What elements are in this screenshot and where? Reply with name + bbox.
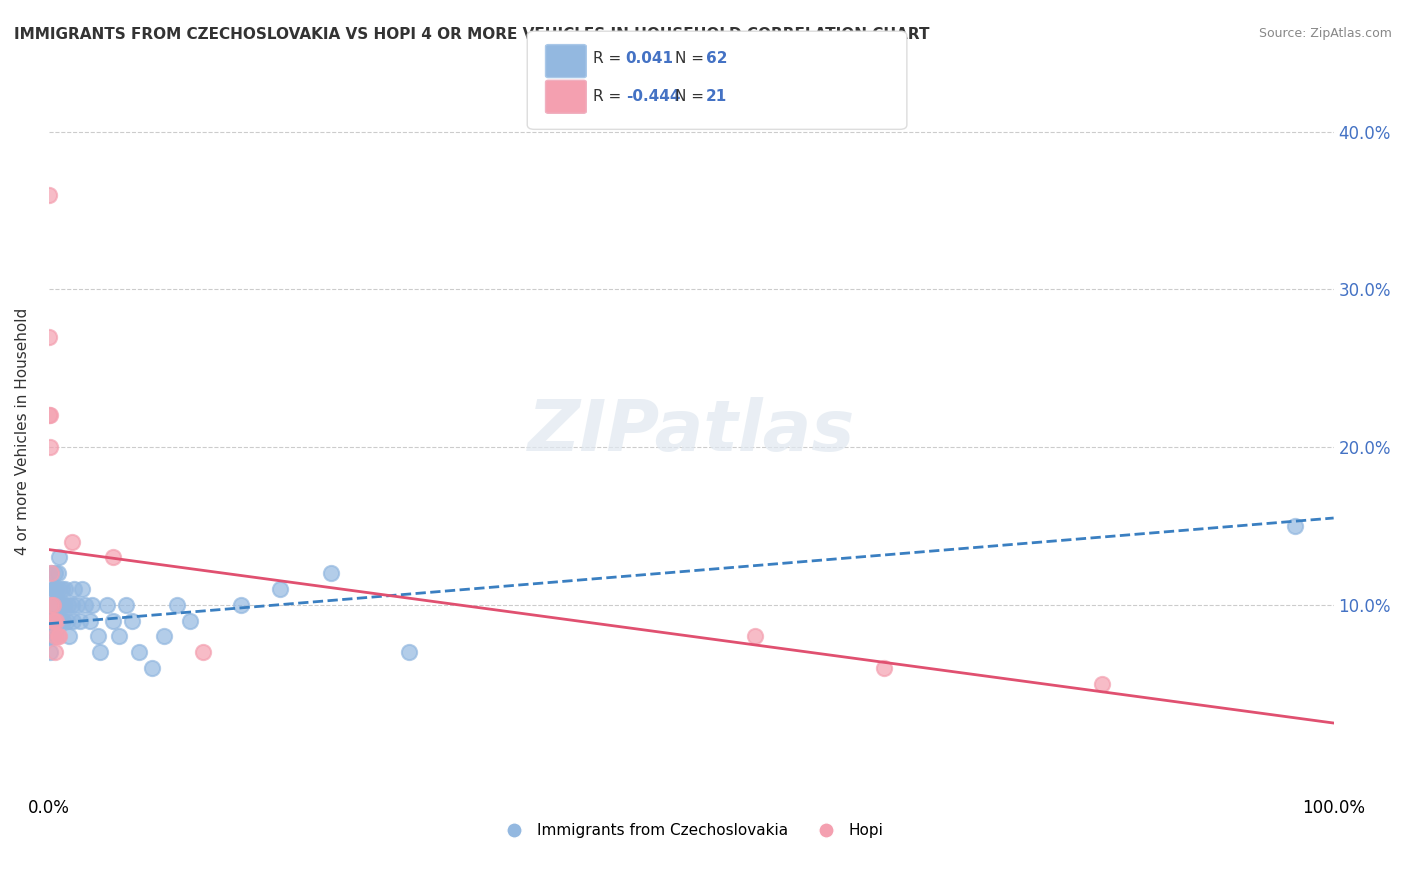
Point <box>41 614 63 628</box>
Point <box>41 598 63 612</box>
Text: 21: 21 <box>706 89 727 103</box>
Point <box>101 614 124 628</box>
Point <box>39 614 62 628</box>
Point <box>86 629 108 643</box>
Point <box>38 409 60 423</box>
Point <box>191 645 214 659</box>
Point <box>82 598 104 612</box>
Point <box>70 582 93 596</box>
Point <box>55 582 77 596</box>
Point <box>53 598 76 612</box>
Text: ZIPatlas: ZIPatlas <box>527 397 855 466</box>
Point <box>41 598 63 612</box>
Point <box>873 661 896 675</box>
Point <box>79 614 101 628</box>
Point <box>231 598 253 612</box>
Point <box>38 614 60 628</box>
Point <box>41 598 63 612</box>
Point <box>44 645 66 659</box>
Text: R =: R = <box>593 89 627 103</box>
Point <box>44 629 66 643</box>
Point <box>41 614 63 628</box>
Point <box>62 614 84 628</box>
Point <box>51 598 73 612</box>
Point <box>41 614 63 628</box>
Text: Source: ZipAtlas.com: Source: ZipAtlas.com <box>1258 27 1392 40</box>
Point <box>121 614 143 628</box>
Point <box>69 614 91 628</box>
Point <box>166 598 188 612</box>
Point <box>41 598 63 612</box>
Point <box>38 329 60 343</box>
Point <box>42 582 65 596</box>
Point <box>42 598 65 612</box>
Point <box>44 566 66 581</box>
Point <box>55 614 77 628</box>
Point <box>44 629 66 643</box>
Point <box>46 629 69 643</box>
Point <box>269 582 291 596</box>
Point <box>38 187 60 202</box>
Point <box>48 582 70 596</box>
Point <box>45 614 67 628</box>
Point <box>49 614 72 628</box>
Point <box>48 550 70 565</box>
Y-axis label: 4 or more Vehicles in Household: 4 or more Vehicles in Household <box>15 308 30 555</box>
Point <box>321 566 343 581</box>
Point <box>1091 676 1114 690</box>
Legend: Immigrants from Czechoslovakia, Hopi: Immigrants from Czechoslovakia, Hopi <box>492 817 890 845</box>
Point <box>89 645 111 659</box>
Point <box>41 629 63 643</box>
Point <box>39 645 62 659</box>
Point <box>39 440 62 454</box>
Point <box>46 566 69 581</box>
Point <box>141 661 163 675</box>
Point <box>60 598 83 612</box>
Point <box>56 598 79 612</box>
Point <box>153 629 176 643</box>
Point <box>39 409 62 423</box>
Point <box>41 582 63 596</box>
Point <box>179 614 201 628</box>
Point <box>60 534 83 549</box>
Point <box>96 598 118 612</box>
Point <box>52 614 75 628</box>
Point <box>128 645 150 659</box>
Point <box>42 614 65 628</box>
Text: N =: N = <box>675 89 709 103</box>
Point <box>73 598 96 612</box>
Point <box>66 598 89 612</box>
Text: 62: 62 <box>706 52 727 66</box>
Text: 0.041: 0.041 <box>626 52 673 66</box>
Point <box>44 598 66 612</box>
Point <box>38 629 60 643</box>
Text: -0.444: -0.444 <box>626 89 681 103</box>
Point <box>41 566 63 581</box>
Point <box>39 598 62 612</box>
Point <box>45 582 67 596</box>
Point <box>744 629 766 643</box>
Text: N =: N = <box>675 52 709 66</box>
Point <box>42 614 65 628</box>
Point <box>41 566 63 581</box>
Point <box>48 629 70 643</box>
Point <box>63 582 86 596</box>
Point <box>115 598 138 612</box>
Point <box>49 598 72 612</box>
Point <box>44 582 66 596</box>
Point <box>45 614 67 628</box>
Point <box>41 629 63 643</box>
Point <box>51 582 73 596</box>
Point <box>1284 519 1306 533</box>
Point <box>398 645 420 659</box>
Point <box>46 598 69 612</box>
Text: R =: R = <box>593 52 627 66</box>
Point <box>108 629 131 643</box>
Point <box>101 550 124 565</box>
Text: IMMIGRANTS FROM CZECHOSLOVAKIA VS HOPI 4 OR MORE VEHICLES IN HOUSEHOLD CORRELATI: IMMIGRANTS FROM CZECHOSLOVAKIA VS HOPI 4… <box>14 27 929 42</box>
Point <box>58 629 80 643</box>
